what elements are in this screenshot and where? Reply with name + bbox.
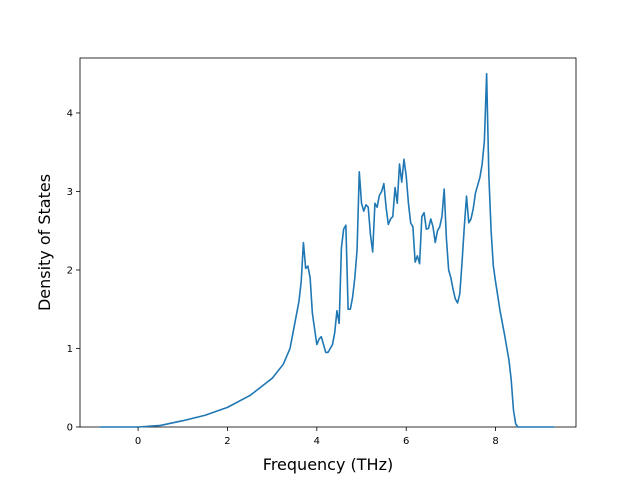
x-axis-label: Frequency (THz) (263, 455, 393, 474)
x-axis-ticks: 0 2 4 6 8 (135, 427, 499, 447)
x-tick-label: 8 (492, 436, 498, 447)
series-line-0 (99, 72, 555, 428)
y-axis-label: Density of States (35, 174, 54, 311)
series-layer (99, 72, 555, 428)
y-tick-label: 0 (67, 423, 73, 434)
y-tick-label: 1 (67, 344, 73, 355)
y-tick-label: 3 (67, 187, 73, 198)
x-tick-label: 2 (224, 436, 230, 447)
x-tick-label: 6 (403, 436, 409, 447)
plot-frame (79, 57, 577, 428)
x-tick-label: 0 (135, 436, 141, 447)
y-tick-label: 2 (67, 265, 73, 276)
x-tick-label: 4 (314, 436, 320, 447)
y-tick-label: 4 (67, 108, 73, 119)
y-axis-ticks: 0 1 2 3 4 (67, 108, 80, 434)
plot-area (79, 57, 577, 428)
